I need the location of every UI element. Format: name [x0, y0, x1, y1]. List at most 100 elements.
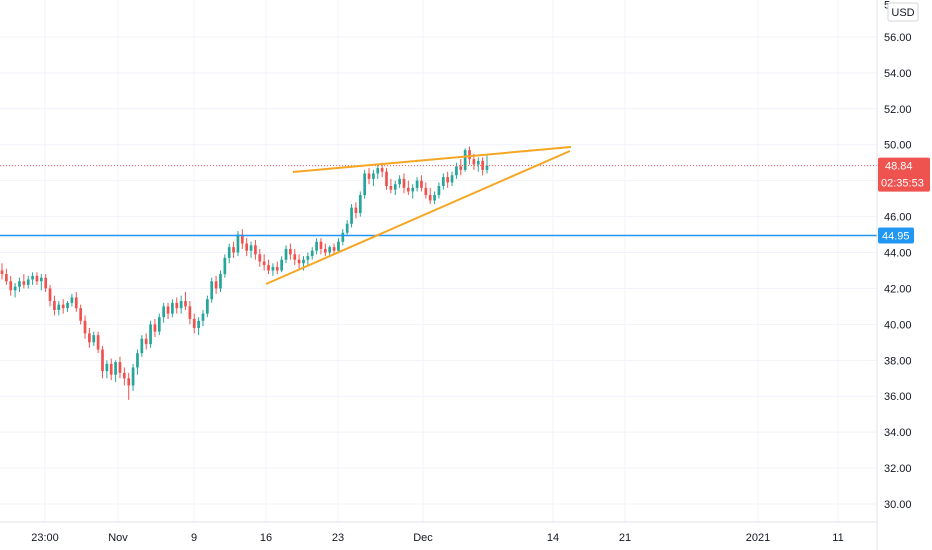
candle-body	[184, 301, 187, 307]
candle	[358, 191, 362, 217]
candle	[66, 301, 69, 312]
price-badges: USD 48.84 02:35:53 44.95	[878, 2, 930, 244]
last-price-badge: 48.84 02:35:53	[878, 157, 930, 192]
candle	[420, 175, 423, 192]
candle	[227, 243, 231, 264]
candle	[258, 248, 262, 267]
candle	[380, 162, 384, 178]
candle	[157, 313, 161, 336]
candle-body	[415, 180, 419, 188]
candle	[310, 247, 314, 260]
candle	[293, 248, 297, 266]
candle	[219, 270, 222, 293]
candle-body	[227, 247, 231, 258]
candle	[245, 238, 249, 257]
candle	[188, 301, 192, 325]
candle	[109, 358, 113, 381]
candle-body	[341, 232, 345, 242]
candle-body	[354, 207, 358, 214]
time-axis[interactable]: 23:00 Nov 9 16 23 Dec 14 21 2021 11	[31, 532, 843, 544]
candle	[136, 349, 139, 375]
candle-body	[398, 178, 401, 185]
candle-body	[166, 306, 170, 314]
candle-body	[472, 159, 476, 165]
candle	[101, 345, 104, 379]
candle	[5, 268, 8, 285]
trendline-lower[interactable]	[265, 150, 571, 285]
candle-body	[446, 177, 450, 183]
candle-body	[441, 177, 445, 187]
candle-body	[140, 338, 144, 354]
candle	[184, 292, 187, 311]
y-tick-label: 50.00	[884, 140, 912, 152]
candle-body	[0, 270, 4, 275]
candle	[197, 317, 200, 336]
x-tick-label: 23:00	[31, 532, 59, 544]
candle-body	[232, 247, 235, 253]
candle	[232, 241, 235, 258]
candle-body	[109, 363, 113, 375]
candle	[210, 277, 214, 303]
currency-badge[interactable]: USD	[887, 2, 919, 22]
candle-body	[284, 248, 288, 260]
candle	[415, 177, 419, 192]
y-tick-label: 42.00	[884, 283, 912, 295]
candle-body	[437, 186, 441, 196]
currency-label: USD	[891, 7, 914, 19]
candle-body	[236, 234, 240, 253]
candle-body	[18, 281, 21, 287]
candle	[35, 272, 39, 285]
x-tick-label: 21	[619, 532, 631, 544]
candle-body	[240, 234, 244, 244]
y-tick-label: 38.00	[884, 355, 912, 367]
candle-body	[459, 166, 463, 170]
price-axis[interactable]: 56.0054.0052.0050.0048.0046.0044.0042.00…	[884, 0, 912, 511]
candle-body	[5, 274, 8, 282]
candle	[240, 229, 244, 249]
candle	[88, 327, 91, 348]
candle-body	[262, 261, 266, 266]
candle	[376, 164, 380, 179]
level-price-label: 44.95	[882, 230, 910, 242]
candle	[350, 204, 353, 228]
candle	[140, 335, 144, 357]
candle	[398, 175, 401, 188]
candle-body	[74, 297, 78, 309]
candle	[0, 263, 4, 280]
candle-body	[9, 281, 13, 291]
candle-body	[376, 168, 380, 174]
candle-body	[101, 349, 104, 372]
candle-body	[393, 184, 397, 190]
x-tick-label: 14	[547, 532, 559, 544]
candle	[328, 245, 332, 257]
candle	[166, 302, 170, 319]
x-tick-label: Nov	[108, 532, 128, 544]
candle-body	[280, 259, 283, 271]
candle-body	[48, 288, 52, 302]
candle-body	[197, 320, 200, 328]
candle	[433, 191, 436, 205]
candle	[345, 220, 349, 237]
candle	[105, 360, 109, 379]
candle-body	[206, 299, 209, 314]
candle	[57, 301, 61, 316]
candle	[267, 259, 270, 275]
trendline-upper[interactable]	[292, 146, 572, 173]
candle-body	[70, 297, 74, 303]
candle	[323, 243, 327, 257]
candle-body	[389, 186, 393, 190]
candle-body	[53, 301, 56, 311]
candle-body	[289, 248, 292, 255]
candle-body	[92, 335, 96, 343]
candle	[363, 169, 367, 199]
candle-body	[13, 286, 17, 291]
candle	[341, 229, 345, 246]
candle-body	[468, 150, 471, 160]
candle	[402, 173, 406, 194]
candle-body	[293, 254, 297, 260]
candle-body	[411, 187, 415, 192]
candle-body	[476, 160, 480, 165]
candle	[315, 238, 318, 255]
